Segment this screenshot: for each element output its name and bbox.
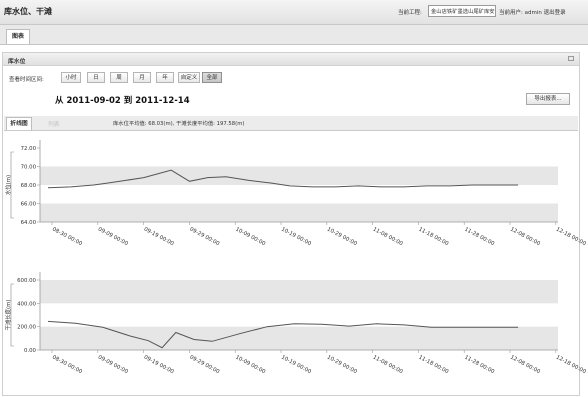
x-tick-label: 10-29 00:00 xyxy=(326,354,358,375)
y-tick-label: 72.00 xyxy=(21,146,37,152)
user-info[interactable]: 当前用户: admin 退出登录 xyxy=(499,10,566,16)
x-tick-label: 10-29 00:00 xyxy=(326,226,358,247)
y-axis-bracket xyxy=(10,151,14,219)
x-tick-label: 09-19 00:00 xyxy=(143,354,175,375)
range-custom-button[interactable]: 自定义 xyxy=(178,72,200,83)
outer-tab-bar: 图表 xyxy=(0,25,588,45)
x-tick-label: 09-19 00:00 xyxy=(143,226,175,247)
grid-band xyxy=(40,280,558,304)
y-tick-label: 600.00 xyxy=(17,278,36,284)
x-tick-label: 12-08 00:00 xyxy=(509,226,541,247)
range-label: 查看时间区间: xyxy=(9,77,44,83)
x-tick-label: 10-19 00:00 xyxy=(280,226,312,247)
range-day-button[interactable]: 日 xyxy=(87,72,105,83)
x-tick-label: 09-29 00:00 xyxy=(188,354,220,375)
chart-1: 64.00 66.00 68.00 70.00 72.00 水位(m) 08-30 00:0… xyxy=(4,140,587,247)
panel-title: 库水位 xyxy=(8,59,26,65)
tab-charts[interactable]: 图表 xyxy=(6,29,30,44)
averages-text: 库水位平均值: 68.03(m), 干滩长度平均值: 197.58(m) xyxy=(113,121,245,127)
x-tick-label: 12-18 00:00 xyxy=(555,354,587,375)
date-range: 从 2011-09-02 到 2011-12-14 xyxy=(55,96,190,106)
x-tick-label: 08-30 00:00 xyxy=(51,354,83,375)
y-tick-label: 66.00 xyxy=(21,202,37,208)
y-axis-title: 干滩长度(m) xyxy=(4,299,12,330)
x-tick-label: 10-19 00:00 xyxy=(280,354,312,375)
range-hour-button[interactable]: 小时 xyxy=(61,72,81,83)
x-tick-label: 11-08 00:00 xyxy=(372,226,404,247)
tab-list[interactable]: 列表 xyxy=(48,122,60,128)
range-week-button[interactable]: 周 xyxy=(110,72,128,83)
y-tick-label: 200.00 xyxy=(17,325,36,331)
x-tick-label: 11-18 00:00 xyxy=(417,354,449,375)
x-tick-label: 11-28 00:00 xyxy=(463,226,495,247)
series-line xyxy=(47,169,519,189)
x-tick-label: 09-09 00:00 xyxy=(97,354,129,375)
collapse-icon[interactable] xyxy=(568,56,574,61)
series-line xyxy=(47,320,519,349)
y-tick-label: 400.00 xyxy=(17,301,36,307)
x-tick-label: 10-09 00:00 xyxy=(234,354,266,375)
y-tick-label: 64.00 xyxy=(21,220,37,226)
x-tick-label: 09-09 00:00 xyxy=(97,226,129,247)
tab-line-chart[interactable]: 折线图 xyxy=(6,117,32,130)
x-tick-label: 11-08 00:00 xyxy=(372,354,404,375)
x-tick-label: 08-30 00:00 xyxy=(51,226,83,247)
y-tick-label: 68.00 xyxy=(21,183,37,189)
range-month-button[interactable]: 月 xyxy=(133,72,151,83)
x-tick-label: 09-29 00:00 xyxy=(188,226,220,247)
x-tick-label: 11-18 00:00 xyxy=(417,226,449,247)
inner-tab-bar: 折线图 列表 xyxy=(4,116,578,131)
x-tick-label: 12-18 00:00 xyxy=(555,226,587,247)
page-title: 库水位、干滩 xyxy=(4,7,52,16)
x-tick-label: 11-28 00:00 xyxy=(463,354,495,375)
top-bar: 库水位、干滩 当前工程: 金山店铁矿墨选山尾矿库安全在线监测 当前用户: adm… xyxy=(0,0,588,25)
y-tick-label: 70.00 xyxy=(21,165,37,171)
grid-band xyxy=(40,326,558,350)
panel-header: 库水位 xyxy=(3,53,579,66)
y-axis-title: 水位(m) xyxy=(4,175,12,195)
export-button[interactable]: 导出报表... xyxy=(526,93,570,105)
project-select[interactable]: 金山店铁矿墨选山尾矿库安全在线监测 xyxy=(428,5,496,17)
project-label: 当前工程: xyxy=(398,10,422,16)
y-axis-bracket xyxy=(10,283,14,347)
grid-band xyxy=(40,166,558,185)
x-tick-label: 12-08 00:00 xyxy=(509,354,541,375)
chart-2: 0.00 200.00 400.00 600.00 干滩长度(m) 08-30 00:00… xyxy=(4,272,587,375)
x-tick-label: 10-09 00:00 xyxy=(234,226,266,247)
range-year-button[interactable]: 年 xyxy=(156,72,174,83)
y-tick-label: 0.00 xyxy=(24,348,37,354)
range-all-button[interactable]: 全部 xyxy=(202,72,222,83)
grid-band xyxy=(40,203,558,222)
